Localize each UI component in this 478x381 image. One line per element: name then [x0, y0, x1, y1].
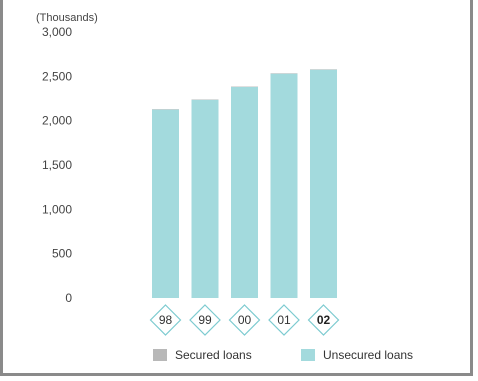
y-tick-label: 1,000 — [42, 202, 72, 216]
legend-label-secured-loans: Secured loans — [175, 348, 252, 362]
legend-swatch-unsecured-loans — [301, 349, 315, 361]
category-diamond-01 — [268, 304, 300, 336]
bar-unsecured-loans-99 — [191, 99, 219, 298]
category-diamond-02 — [307, 304, 340, 336]
category-diamond-00 — [228, 304, 261, 336]
bars — [152, 69, 337, 299]
x-category-label: 02 — [317, 313, 331, 327]
category-diamond-98 — [149, 304, 182, 336]
y-tick-label: 500 — [52, 247, 72, 261]
bar-unsecured-loans-01 — [270, 73, 298, 298]
bar-unsecured-loans-98 — [152, 109, 179, 298]
y-tick-label: 3,000 — [42, 25, 72, 39]
y-tick-label: 2,000 — [42, 114, 72, 128]
x-category-label: 00 — [238, 313, 252, 327]
x-category-label: 01 — [277, 313, 291, 327]
y-tick-label: 1,500 — [42, 158, 72, 172]
unit-label: (Thousands) — [36, 12, 98, 24]
chart-frame — [0, 0, 473, 376]
x-category-label: 98 — [159, 313, 173, 327]
y-tick-label: 2,500 — [42, 69, 72, 83]
y-tick-label: 0 — [65, 291, 72, 305]
y-axis-ticks: 0 500 1,000 1,500 2,000 2,500 3,000 — [42, 25, 72, 305]
x-category-label: 99 — [198, 313, 212, 327]
legend-swatch-secured-loans — [153, 349, 167, 361]
category-labels: 98 99 00 01 02 — [149, 304, 340, 336]
bar-unsecured-loans-02 — [310, 69, 337, 298]
category-diamond-99 — [189, 304, 221, 336]
legend-label-unsecured-loans: Unsecured loans — [323, 348, 413, 362]
bar-unsecured-loans-00 — [231, 86, 258, 299]
legend: Secured loans Unsecured loans — [153, 348, 413, 362]
